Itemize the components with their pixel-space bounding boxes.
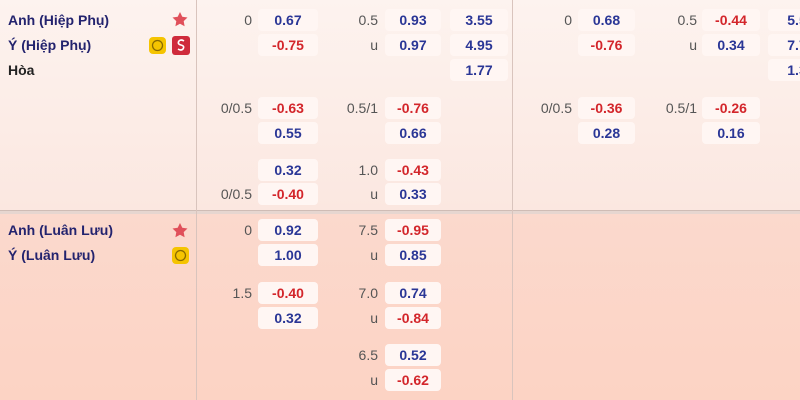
odds-value[interactable]: 0.52 xyxy=(385,344,441,366)
coin-icon-ring xyxy=(174,249,187,262)
odds-value[interactable]: 0.34 xyxy=(702,34,760,56)
handicap-line: 7.5 xyxy=(358,222,378,238)
favorite-star xyxy=(172,223,188,238)
team-name: Hòa xyxy=(8,62,35,78)
handicap-line: 0.5/1 xyxy=(346,100,378,116)
odds-value[interactable]: 0.74 xyxy=(385,282,441,304)
odds-value[interactable]: 0.97 xyxy=(385,34,441,56)
odds-value[interactable]: 0.68 xyxy=(578,9,635,31)
promo-icon-glyph xyxy=(177,39,185,51)
handicap-line: u xyxy=(370,37,378,53)
team-name: Ý (Hiệp Phụ) xyxy=(8,37,92,53)
odds-value[interactable]: 3.55 xyxy=(450,9,508,31)
handicap-line: u xyxy=(370,247,378,263)
odds-value[interactable]: -0.95 xyxy=(385,219,441,241)
odds-value[interactable]: 0.33 xyxy=(385,183,441,205)
odds-value[interactable]: 0.32 xyxy=(258,307,318,329)
handicap-line: 0 xyxy=(244,12,252,28)
handicap-line: u xyxy=(370,372,378,388)
odds-value[interactable]: 0.32 xyxy=(258,159,318,181)
handicap-line: 0.5 xyxy=(677,12,697,28)
odds-value[interactable]: 0.85 xyxy=(385,244,441,266)
handicap-line: 0.5/1 xyxy=(665,100,697,116)
odds-value[interactable]: -0.40 xyxy=(258,183,318,205)
odds-value[interactable]: 0.28 xyxy=(578,122,635,144)
handicap-line: 0.5 xyxy=(358,12,378,28)
handicap-line: 0 xyxy=(244,222,252,238)
coin-icon xyxy=(172,247,189,264)
odds-value[interactable]: -0.26 xyxy=(702,97,760,119)
odds-value[interactable]: 0.93 xyxy=(385,9,441,31)
odds-value[interactable]: -0.62 xyxy=(385,369,441,391)
team-name: Anh (Hiệp Phụ) xyxy=(8,12,110,28)
odds-value[interactable]: 1.3 xyxy=(768,59,800,81)
handicap-line: 0/0.5 xyxy=(220,100,252,116)
coin-icon xyxy=(149,37,166,54)
handicap-line: 0/0.5 xyxy=(220,186,252,202)
section-divider xyxy=(0,210,800,214)
odds-value[interactable]: 5.5 xyxy=(768,9,800,31)
odds-value[interactable]: 0.67 xyxy=(258,9,318,31)
odds-value[interactable]: -0.76 xyxy=(385,97,441,119)
odds-value[interactable]: 0.66 xyxy=(385,122,441,144)
odds-value[interactable]: 1.77 xyxy=(450,59,508,81)
odds-value[interactable]: -0.75 xyxy=(258,34,318,56)
odds-value[interactable]: 0.16 xyxy=(702,122,760,144)
odds-value[interactable]: 4.95 xyxy=(450,34,508,56)
odds-value[interactable]: 1.00 xyxy=(258,244,318,266)
handicap-line: 1.0 xyxy=(358,162,378,178)
odds-value[interactable]: 0.55 xyxy=(258,122,318,144)
odds-value[interactable]: -0.44 xyxy=(702,9,760,31)
handicap-line: 6.5 xyxy=(358,347,378,363)
odds-value[interactable]: 7.7 xyxy=(768,34,800,56)
odds-value[interactable]: -0.40 xyxy=(258,282,318,304)
favorite-star xyxy=(172,12,188,27)
handicap-line: 7.0 xyxy=(358,285,378,301)
handicap-line: 0/0.5 xyxy=(540,100,572,116)
column-divider xyxy=(196,0,197,400)
odds-value[interactable]: -0.84 xyxy=(385,307,441,329)
odds-value[interactable]: -0.76 xyxy=(578,34,635,56)
team-name: Ý (Luân Lưu) xyxy=(8,247,96,263)
odds-value[interactable]: -0.43 xyxy=(385,159,441,181)
team-name: Anh (Luân Lưu) xyxy=(8,222,113,238)
handicap-line: u xyxy=(370,186,378,202)
odds-value[interactable]: -0.36 xyxy=(578,97,635,119)
handicap-line: 0 xyxy=(564,12,572,28)
handicap-line: 1.5 xyxy=(232,285,252,301)
handicap-line: u xyxy=(689,37,697,53)
coin-icon-ring xyxy=(151,39,164,52)
odds-value[interactable]: 0.92 xyxy=(258,219,318,241)
column-divider xyxy=(512,0,513,400)
odds-value[interactable]: -0.63 xyxy=(258,97,318,119)
handicap-line: u xyxy=(370,310,378,326)
